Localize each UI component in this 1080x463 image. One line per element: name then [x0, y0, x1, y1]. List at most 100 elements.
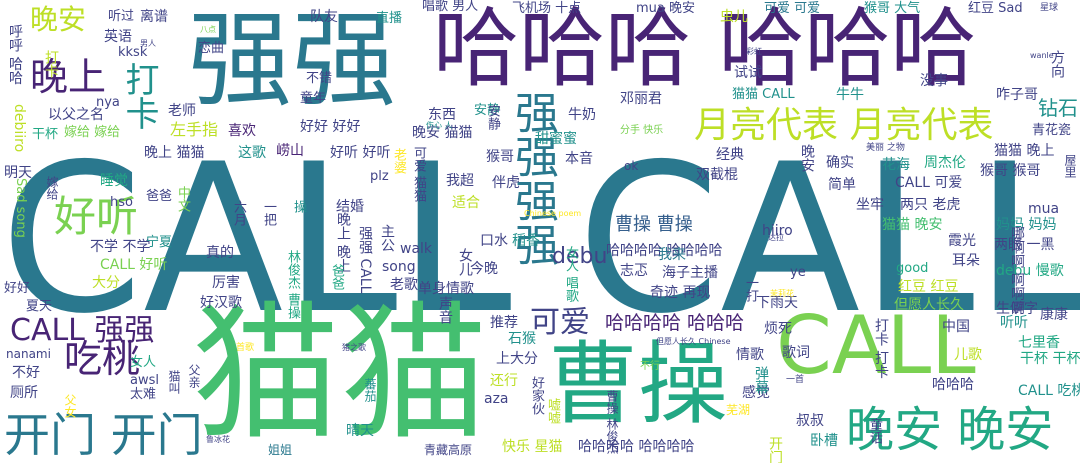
- word: 彩虹: [746, 47, 762, 56]
- word: 坐牢: [856, 197, 884, 213]
- word: 志忑: [620, 263, 648, 279]
- word: 红豆 Sad: [968, 1, 1023, 16]
- word: 直播: [376, 11, 403, 26]
- word: 猴哥 猴哥: [980, 163, 1041, 179]
- word: mua 晚安: [636, 1, 696, 16]
- word: 霞光: [948, 233, 976, 249]
- word: 姐姐: [268, 443, 293, 457]
- word: 这歌: [238, 145, 266, 161]
- word: 推荐: [490, 315, 518, 331]
- word: 打卡 打卡: [873, 318, 889, 379]
- word: 晚上: [30, 55, 107, 99]
- word: 强强强强: [507, 90, 558, 266]
- word: 主公: [379, 224, 395, 252]
- word: 安静: [474, 103, 501, 118]
- word: 女人 唱歌: [563, 246, 578, 303]
- word: 快乐 星猫: [502, 439, 563, 455]
- word: 牛奶: [568, 107, 596, 123]
- word: 还行: [490, 373, 518, 389]
- word: 下雨天: [756, 295, 798, 311]
- word: 烦死: [764, 321, 792, 337]
- word: 中国: [942, 319, 970, 335]
- word: 女儿: [457, 248, 473, 276]
- word: 猫叫: [167, 370, 181, 394]
- word: 芜湖: [726, 403, 751, 417]
- word: 好好 好好: [300, 119, 361, 135]
- word: 吃桃: [64, 337, 141, 381]
- word: 操: [291, 200, 306, 213]
- word: 好家伙: [529, 376, 544, 415]
- word: 妈妈 妈妈: [996, 217, 1057, 233]
- word: 耳朵: [952, 253, 980, 269]
- word: 宁夏: [146, 235, 173, 250]
- word: debiiro: [11, 104, 27, 153]
- word: wanle: [1030, 51, 1054, 60]
- word: 猫猫 晚安: [882, 217, 943, 233]
- word: 钻石: [1038, 96, 1078, 120]
- word: 干杯: [32, 127, 59, 142]
- word: ye: [790, 265, 806, 280]
- word: 林俊杰 曹操: [285, 250, 300, 320]
- word: 今晚: [470, 261, 498, 277]
- word: CALL 好听: [100, 257, 168, 273]
- word: 哈哈哈 哈哈哈: [433, 0, 977, 99]
- word: 厕所: [10, 385, 38, 401]
- word: 猫猫 晚上: [994, 143, 1055, 159]
- word: 试试: [734, 65, 762, 81]
- word: CALL: [776, 299, 976, 392]
- word: 哈哈哈哈 哈哈哈哈: [606, 243, 723, 259]
- word: walk: [400, 241, 433, 257]
- word: 屋里: [1063, 154, 1077, 178]
- word: 双截棍: [696, 167, 738, 183]
- word: nya: [96, 95, 120, 110]
- word: 曹操 林俊杰: [605, 390, 619, 454]
- word: nanami: [6, 347, 51, 361]
- word: 一把: [261, 200, 276, 226]
- word: 八点: [200, 25, 216, 34]
- word: 康康: [1040, 307, 1068, 323]
- word: song: [382, 259, 416, 275]
- word: 猴哥: [486, 149, 514, 165]
- word: 童年: [300, 91, 327, 106]
- word: 红豆 红豆: [898, 279, 959, 295]
- word: awsl: [130, 373, 159, 388]
- word: 稻香: [512, 233, 540, 249]
- word: 嫁给 嫁给: [64, 125, 121, 140]
- word: 真的: [206, 245, 234, 261]
- word: 结婚: [336, 199, 364, 215]
- word: kksk: [118, 45, 148, 60]
- word: 干杯 干杯: [1020, 351, 1080, 367]
- word: 呼呼 哈哈: [7, 24, 23, 85]
- word: 可爱: [530, 305, 590, 340]
- word: ok: [624, 159, 639, 173]
- word: 好听: [54, 192, 139, 241]
- word: 打卡: [119, 62, 159, 130]
- word: 达拉: [768, 233, 784, 242]
- word: 花海: [882, 157, 910, 173]
- word: 左手指: [170, 120, 219, 139]
- word: 青花瓷: [1032, 123, 1072, 138]
- word: 星球: [1040, 3, 1059, 13]
- word: 晚安: [30, 3, 87, 36]
- word: 两眼 一黑: [994, 237, 1055, 253]
- word: 经典: [716, 147, 744, 163]
- word: 蕃茄: [363, 378, 377, 402]
- word: 队友: [310, 9, 338, 25]
- word: 情歌: [736, 347, 764, 363]
- word: 明天: [4, 165, 32, 181]
- word: 晚安: [799, 144, 815, 172]
- word: 生僻字: [996, 301, 1038, 317]
- word: 月亮代表 月亮代表: [694, 105, 994, 146]
- word: 可爱 猫猫: [411, 146, 426, 203]
- word: 父亲: [187, 364, 201, 388]
- word: 哈哈哈: [932, 377, 974, 393]
- word: 一打: [743, 276, 758, 302]
- word: 爸爸: [146, 189, 173, 204]
- word: 睡觉: [100, 173, 128, 189]
- word: 女人: [130, 355, 157, 370]
- word: 首歌: [236, 343, 255, 353]
- word: 飞机场 十点: [512, 1, 582, 16]
- word: 声音: [437, 296, 453, 324]
- word: 青藏高原: [424, 443, 473, 457]
- word: 老婆: [391, 148, 406, 174]
